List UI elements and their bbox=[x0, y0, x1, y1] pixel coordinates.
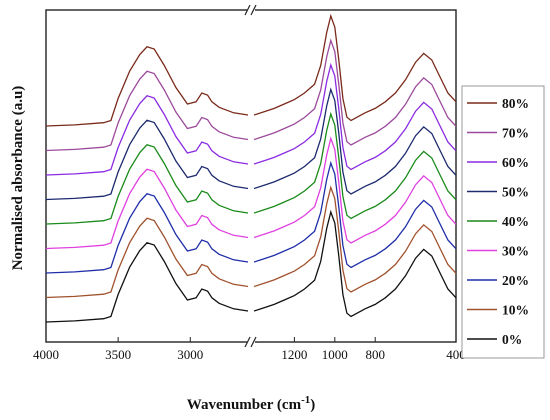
legend-label-30pct: 30% bbox=[502, 244, 529, 259]
x-axis-label-close: ) bbox=[310, 397, 315, 413]
series-line-50pct-right bbox=[253, 87, 457, 195]
axis-break-slash bbox=[244, 336, 251, 348]
series-line-40pct-right bbox=[253, 111, 457, 220]
series-line-50pct-left bbox=[45, 119, 249, 201]
series-line-40pct-left bbox=[45, 144, 249, 225]
series-line-80pct-left bbox=[45, 46, 249, 127]
series-line-0pct-right bbox=[253, 209, 457, 318]
axis-break-slash bbox=[244, 4, 251, 16]
x-tick-label: 1200 bbox=[281, 347, 307, 362]
series-line-30pct-left bbox=[45, 168, 249, 250]
series-line-60pct-right bbox=[253, 62, 457, 171]
legend-label-20pct: 20% bbox=[502, 273, 529, 288]
series-line-80pct-right bbox=[253, 13, 457, 122]
legend-label-70pct: 70% bbox=[502, 126, 529, 141]
axis-break-gap-top bbox=[247, 7, 255, 13]
x-tick-label: 4000 bbox=[33, 347, 59, 362]
axis-break-gap-bottom bbox=[247, 339, 255, 345]
legend-label-60pct: 60% bbox=[502, 155, 529, 170]
x-axis-label: Wavenumber (cm-1) bbox=[187, 394, 315, 413]
series-line-70pct-left bbox=[45, 70, 249, 152]
series-line-20pct-left bbox=[45, 193, 249, 274]
plot-frame bbox=[45, 9, 457, 343]
legend-label-10pct: 10% bbox=[502, 303, 529, 318]
x-tick-label: 3000 bbox=[177, 347, 203, 362]
legend-label-80pct: 80% bbox=[502, 96, 529, 111]
x-axis-label-sup: -1 bbox=[301, 394, 310, 406]
series-line-70pct-right bbox=[253, 38, 457, 146]
x-tick-label: 800 bbox=[365, 347, 385, 362]
legend-box bbox=[461, 85, 545, 359]
series-line-60pct-left bbox=[45, 95, 249, 176]
series-line-30pct-right bbox=[253, 136, 457, 244]
axis-break-slash bbox=[250, 336, 257, 348]
x-tick-label: 400 bbox=[446, 347, 466, 362]
series-line-10pct-left bbox=[45, 217, 249, 299]
legend-label-40pct: 40% bbox=[502, 214, 529, 229]
x-tick-label: 1000 bbox=[322, 347, 348, 362]
series-lines bbox=[45, 13, 457, 323]
x-axis-label-main: Wavenumber (cm bbox=[187, 397, 302, 413]
series-line-0pct-left bbox=[45, 242, 249, 323]
legend: 80% 70% 60% 50% 40% 30% 20% 10% 0% bbox=[461, 85, 545, 359]
legend-label-0pct: 0% bbox=[502, 332, 522, 347]
axis-break-slash bbox=[250, 4, 257, 16]
series-line-20pct-right bbox=[253, 160, 457, 269]
x-axis-ticks: 4000 3500 3000 1200 1000 800 400 bbox=[33, 337, 466, 362]
x-tick-label: 3500 bbox=[105, 347, 131, 362]
y-axis-label: Normalised absorbance (a.u) bbox=[10, 86, 26, 271]
series-line-10pct-right bbox=[253, 185, 457, 293]
legend-label-50pct: 50% bbox=[502, 185, 529, 200]
axis-break-marker bbox=[244, 4, 257, 348]
